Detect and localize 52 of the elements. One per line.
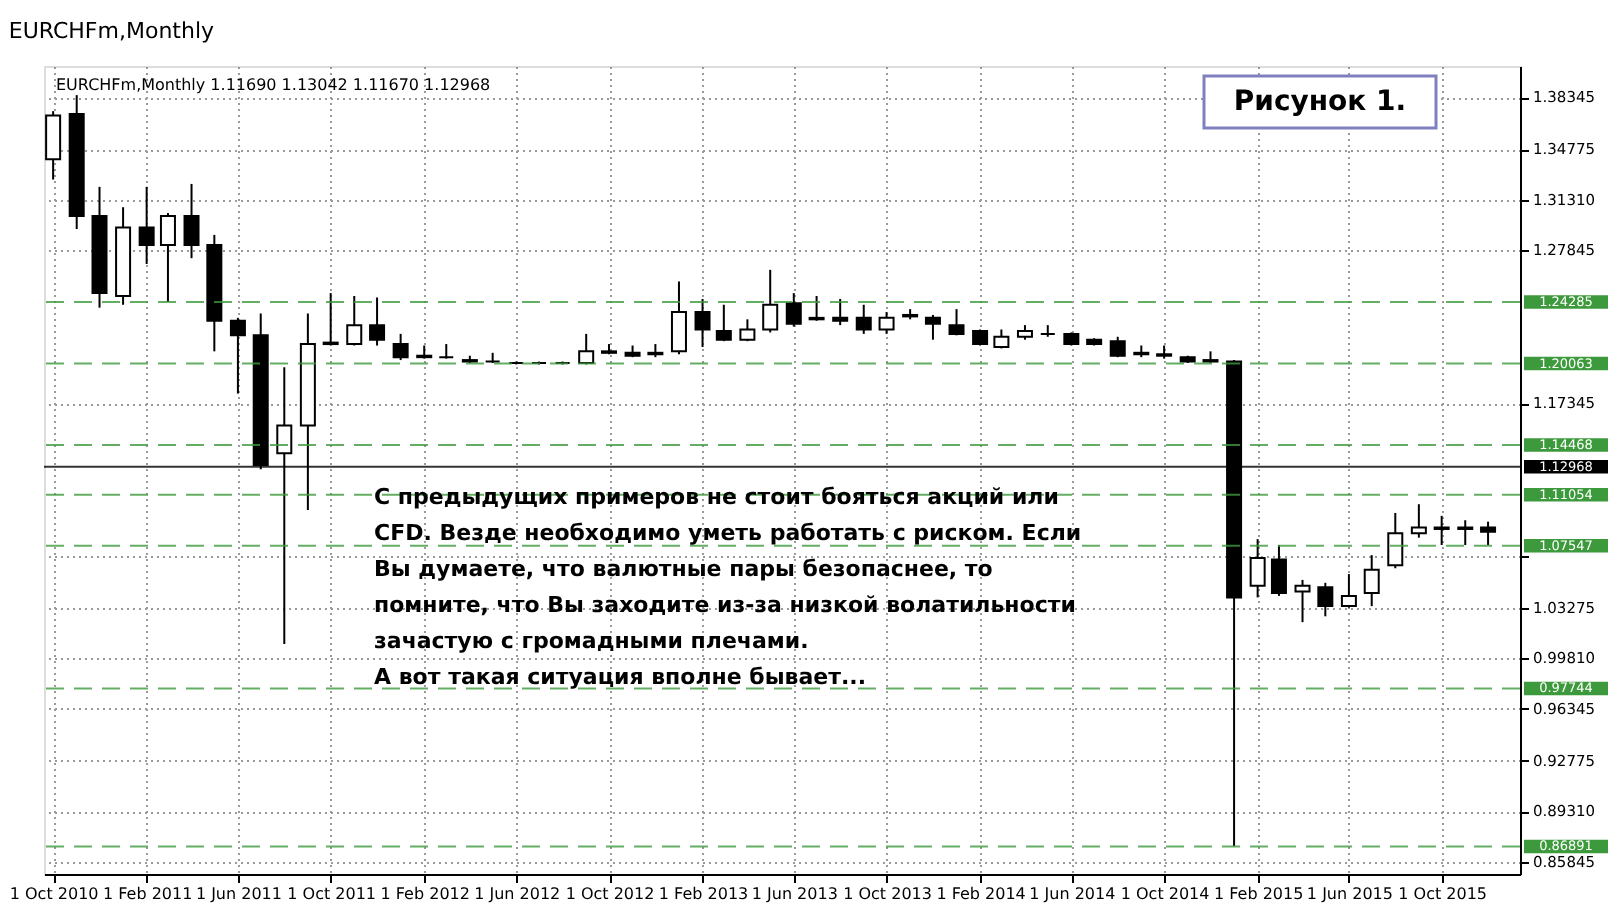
x-tick-label: 1 Oct 2015 [1398, 885, 1488, 903]
candlestick [1387, 511, 1404, 570]
candlestick [1270, 543, 1287, 597]
candlestick [369, 296, 386, 347]
candlestick [1294, 578, 1311, 624]
candlestick [392, 332, 409, 362]
candlestick [1480, 520, 1497, 546]
x-tick-label: 1 Jun 2014 [1029, 885, 1116, 903]
candlestick [924, 313, 941, 341]
chart-title: EURCHFm,Monthly [8, 18, 215, 44]
x-tick-label: 1 Oct 2014 [1120, 885, 1210, 903]
candlestick [762, 268, 779, 334]
annotation: EURCHFm,Monthly 1.11690 1.13042 1.11670 1.12968 [56, 76, 491, 94]
candlestick [183, 182, 200, 260]
x-tick-label: 1 Jun 2015 [1306, 885, 1393, 903]
candlestick [346, 295, 363, 347]
candlestick [578, 332, 595, 366]
candlestick [878, 311, 895, 335]
candlestick [855, 303, 872, 335]
candlestick [159, 212, 176, 303]
candlestick [1317, 581, 1334, 618]
x-tick-label: 1 Feb 2013 [658, 885, 749, 903]
candlestick [948, 308, 965, 337]
candlestick [1249, 538, 1266, 599]
candlestick [1410, 503, 1427, 539]
candlestick [45, 110, 62, 181]
candlestick [322, 292, 339, 347]
x-tick-label: 1 Oct 2013 [843, 885, 932, 903]
candlestick [832, 297, 849, 327]
candlestick [1457, 519, 1474, 546]
candlestick [1433, 514, 1450, 546]
candlestick [715, 303, 732, 343]
candlestick [694, 297, 711, 348]
x-tick-label: 1 Oct 2011 [287, 885, 377, 903]
candlestick [808, 295, 825, 322]
candlestick [438, 343, 455, 360]
x-tick-label: 1 Jun 2011 [195, 885, 282, 903]
x-tick-label: 1 Jun 2012 [474, 885, 561, 903]
x-tick-label: 1 Oct 2012 [565, 885, 655, 903]
x-tick-label: 1 Feb 2015 [1213, 885, 1304, 903]
x-tick-label: 1 Feb 2014 [936, 885, 1026, 903]
candlestick [1363, 554, 1380, 608]
candlestick [229, 316, 246, 395]
x-tick-label: 1 Feb 2011 [102, 885, 193, 903]
x-tick-label: 1 Feb 2012 [380, 885, 470, 903]
candlestick [785, 292, 802, 328]
candlestick [670, 280, 687, 356]
x-tick-label: 1 Jun 2013 [751, 885, 838, 903]
annotation: Рисунок 1. [1233, 86, 1407, 118]
candlestick [1340, 573, 1357, 609]
candlestick [138, 185, 155, 265]
x-tick-label: 1 Oct 2010 [9, 885, 99, 903]
